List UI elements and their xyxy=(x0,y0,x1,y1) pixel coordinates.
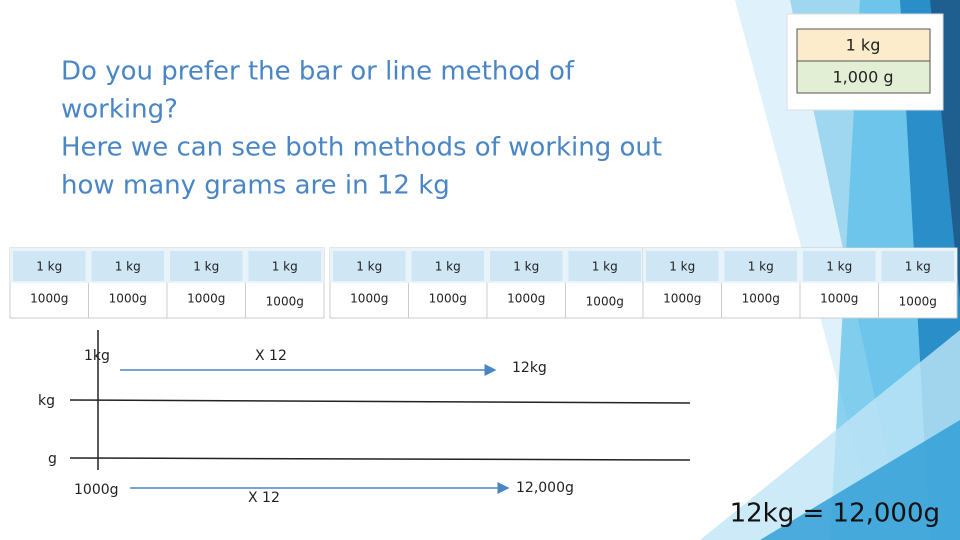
table-cell xyxy=(333,251,406,281)
table-cell-text: 1 kg xyxy=(748,260,774,274)
table-cell xyxy=(724,251,797,281)
table-cell-text: 1 kg xyxy=(592,260,618,274)
table-cell-text: 1 kg xyxy=(356,260,382,274)
table-cell-text: 1 kg xyxy=(669,260,695,274)
table-cell xyxy=(881,251,954,281)
table-cell-text: 1000g xyxy=(429,292,467,306)
title-line: Here we can see both methods of working … xyxy=(61,133,662,163)
table-cell xyxy=(13,251,86,281)
table-cell-text: 1000g xyxy=(899,295,937,309)
table-cell xyxy=(568,251,641,281)
table-cell xyxy=(248,251,321,281)
table-cell-text: 1000g xyxy=(187,292,225,306)
line-label: 1kg xyxy=(84,348,110,364)
table-cell-text: 1000g xyxy=(742,292,780,306)
conversion-top: 1 kg xyxy=(846,36,881,55)
table-cell-text: 1000g xyxy=(820,292,858,306)
table-cell-text: 1000g xyxy=(266,295,304,309)
table-cell xyxy=(91,251,164,281)
bar-table: 1 kg 1000g 1 kg 1000g 1 kg 1000g 1 kg 1000g xyxy=(642,247,958,319)
answer: 12kg = 12,000g xyxy=(730,499,940,529)
bar-table: 1 kg 1000g 1 kg 1000g 1 kg 1000g 1 kg 1000g xyxy=(329,247,645,319)
axis-label: kg xyxy=(38,393,55,409)
table-cell-text: 1 kg xyxy=(272,260,298,274)
conversion-bottom: 1,000 g xyxy=(832,68,893,87)
table-cell-text: 1000g xyxy=(350,292,388,306)
table-cell-text: 1000g xyxy=(30,292,68,306)
table-cell-text: 1 kg xyxy=(826,260,852,274)
table-cell xyxy=(803,251,876,281)
table-cell-text: 1 kg xyxy=(513,260,539,274)
axis-label: g xyxy=(48,451,57,467)
title-line: working? xyxy=(61,95,178,125)
table-cell-text: 1 kg xyxy=(115,260,141,274)
table-cell-text: 1 kg xyxy=(905,260,931,274)
title-line: Do you prefer the bar or line method of xyxy=(61,57,575,87)
conversion-box: 1 kg 1,000 g xyxy=(786,13,944,111)
table-cell xyxy=(646,251,719,281)
table-cell-text: 1000g xyxy=(109,292,147,306)
line-label: 12,000g xyxy=(516,480,574,496)
table-cell-text: 1000g xyxy=(663,292,701,306)
kg-line xyxy=(69,399,691,404)
line-label: 12kg xyxy=(512,360,547,376)
table-cell-text: 1 kg xyxy=(193,260,219,274)
title-line: how many grams are in 12 kg xyxy=(61,171,450,201)
table-cell-text: 1000g xyxy=(507,292,545,306)
line-label: X 12 xyxy=(248,490,280,506)
line-label: X 12 xyxy=(255,348,287,364)
line-label: 1000g xyxy=(74,482,119,498)
table-cell-text: 1000g xyxy=(586,295,624,309)
g-line xyxy=(69,457,691,461)
bar-table: 1 kg 1000g 1 kg 1000g 1 kg 1000g 1 kg 1000g xyxy=(9,247,325,319)
line-method xyxy=(69,330,691,494)
table-cell xyxy=(490,251,563,281)
table-cell-text: 1 kg xyxy=(36,260,62,274)
table-cell xyxy=(411,251,484,281)
table-cell xyxy=(170,251,243,281)
table-cell-text: 1 kg xyxy=(435,260,461,274)
